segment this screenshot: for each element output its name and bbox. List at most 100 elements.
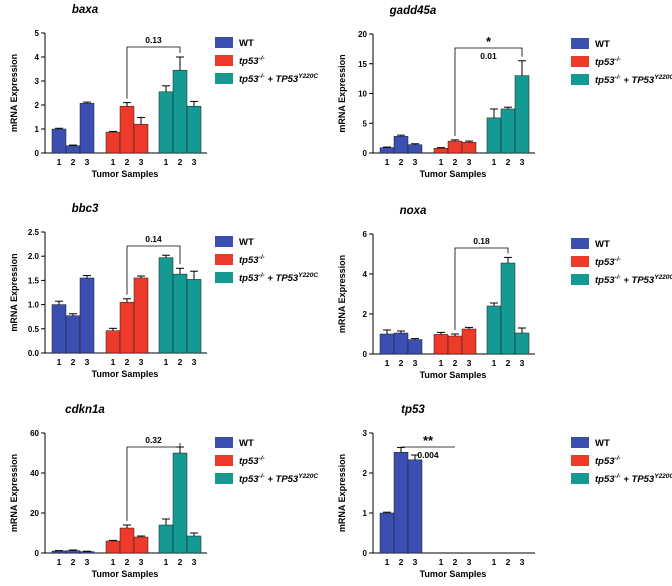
x-tick-label: 3 bbox=[413, 557, 418, 567]
bar-tp53-/--2 bbox=[119, 301, 135, 354]
y-tick-label: 6 bbox=[363, 230, 368, 239]
legend-swatch bbox=[215, 455, 233, 466]
p-value-label: 0.004 bbox=[417, 450, 439, 460]
bar-tp53-/--2 bbox=[119, 527, 135, 554]
y-tick-label: 2.0 bbox=[28, 252, 40, 261]
bar-tp53-/- + TP53Y220C-2 bbox=[500, 262, 516, 355]
bar-WT-2 bbox=[65, 145, 81, 154]
y-tick-label: 40 bbox=[30, 469, 39, 478]
legend-swatch bbox=[571, 238, 589, 249]
y-tick-label: 1.5 bbox=[28, 276, 40, 285]
bar-WT-1 bbox=[379, 333, 395, 355]
bar-tp53-/--2 bbox=[447, 335, 463, 355]
y-tick-label: 2.5 bbox=[28, 228, 40, 237]
legend-label: tp53-/- + TP53Y220C bbox=[595, 274, 672, 286]
x-tick-label: 2 bbox=[125, 357, 130, 367]
x-tick-label: 1 bbox=[111, 157, 116, 167]
x-tick-label: 2 bbox=[506, 358, 511, 368]
legend-swatch bbox=[215, 437, 233, 448]
y-tick-label: 1.0 bbox=[28, 301, 40, 310]
bar-tp53-/- + TP53Y220C-1 bbox=[486, 305, 502, 355]
y-tick-label: 3 bbox=[363, 429, 368, 438]
y-tick-label: 10 bbox=[358, 90, 367, 99]
y-tick-label: 4 bbox=[363, 270, 368, 279]
x-tick-label: 3 bbox=[85, 557, 90, 567]
legend-label: tp53-/- bbox=[239, 254, 265, 266]
y-tick-label: 0.0 bbox=[28, 349, 40, 358]
bar-WT-2 bbox=[393, 332, 409, 355]
x-tick-label: 2 bbox=[399, 557, 404, 567]
chart-title: cdkn1a bbox=[65, 404, 105, 416]
x-axis-label: Tumor Samples bbox=[92, 569, 159, 579]
bar-WT-3 bbox=[79, 277, 95, 354]
bar-tp53-/- + TP53Y220C-1 bbox=[158, 257, 174, 354]
x-tick-label: 3 bbox=[467, 358, 472, 368]
x-tick-label: 2 bbox=[125, 157, 130, 167]
bar-WT-3 bbox=[407, 144, 423, 154]
x-tick-label: 3 bbox=[192, 557, 197, 567]
legend: WT tp53-/- tp53-/- + TP53Y220C bbox=[215, 37, 318, 85]
chart-title: noxa bbox=[400, 205, 427, 217]
y-axis-label: mRNA Expression bbox=[9, 253, 19, 331]
bar-tp53-/- + TP53Y220C-1 bbox=[158, 524, 174, 554]
x-tick-label: 2 bbox=[71, 357, 76, 367]
x-tick-label: 3 bbox=[520, 557, 525, 567]
y-axis-label: mRNA Expression bbox=[9, 454, 19, 532]
legend: WT tp53-/- tp53-/- + TP53Y220C bbox=[571, 437, 672, 485]
legend-label: tp53-/- + TP53Y220C bbox=[239, 73, 318, 85]
bar-tp53-/- + TP53Y220C-3 bbox=[186, 535, 202, 554]
bar-tp53-/- + TP53Y220C-2 bbox=[500, 108, 516, 154]
x-tick-label: 1 bbox=[57, 557, 62, 567]
y-tick-label: 0.5 bbox=[28, 325, 40, 334]
bar-tp53-/--1 bbox=[105, 540, 121, 554]
y-tick-label: 60 bbox=[30, 429, 39, 438]
y-tick-label: 2 bbox=[363, 310, 368, 319]
legend-swatch bbox=[215, 236, 233, 247]
y-tick-label: 0 bbox=[35, 149, 40, 158]
x-tick-label: 3 bbox=[139, 157, 144, 167]
x-tick-label: 1 bbox=[492, 557, 497, 567]
chart-title: bbc3 bbox=[72, 203, 99, 215]
legend-label: tp53-/- + TP53Y220C bbox=[595, 473, 672, 485]
y-tick-label: 4 bbox=[35, 53, 40, 62]
p-value-label: 0.14 bbox=[145, 234, 162, 244]
legend: WT tp53-/- tp53-/- + TP53Y220C bbox=[215, 236, 318, 284]
y-tick-label: 0 bbox=[35, 549, 40, 558]
x-axis-label: Tumor Samples bbox=[420, 370, 487, 380]
bar-WT-1 bbox=[379, 147, 395, 154]
p-value-label: 0.18 bbox=[473, 236, 490, 246]
legend-label: WT bbox=[239, 237, 254, 248]
legend-swatch bbox=[215, 272, 233, 283]
y-tick-label: 5 bbox=[35, 29, 40, 38]
bar-WT-1 bbox=[51, 304, 67, 354]
bar-WT-3 bbox=[407, 339, 423, 355]
x-axis-label: Tumor Samples bbox=[420, 569, 487, 579]
chart-title: baxa bbox=[72, 4, 99, 16]
bar-tp53-/--1 bbox=[433, 147, 449, 154]
bar-tp53-/--1 bbox=[433, 334, 449, 355]
y-tick-label: 2 bbox=[363, 469, 368, 478]
significance-bracket bbox=[454, 247, 509, 330]
x-tick-label: 2 bbox=[506, 557, 511, 567]
x-tick-label: 3 bbox=[520, 157, 525, 167]
x-tick-label: 2 bbox=[178, 157, 183, 167]
legend-swatch bbox=[571, 56, 589, 67]
legend-label: tp53-/- + TP53Y220C bbox=[239, 473, 318, 485]
bar-tp53-/--2 bbox=[119, 105, 135, 154]
x-tick-label: 1 bbox=[57, 157, 62, 167]
x-tick-label: 2 bbox=[506, 157, 511, 167]
x-axis-label: Tumor Samples bbox=[92, 169, 159, 179]
y-axis-label: mRNA Expression bbox=[337, 54, 347, 132]
bar-tp53-/- + TP53Y220C-3 bbox=[514, 75, 530, 154]
x-axis-label: Tumor Samples bbox=[92, 369, 159, 379]
bar-WT-3 bbox=[407, 459, 423, 554]
x-tick-label: 3 bbox=[413, 157, 418, 167]
legend: WT tp53-/- tp53-/- + TP53Y220C bbox=[571, 238, 672, 286]
legend-swatch bbox=[215, 254, 233, 265]
x-tick-label: 2 bbox=[125, 557, 130, 567]
legend-label: tp53-/- + TP53Y220C bbox=[595, 74, 672, 86]
x-tick-label: 1 bbox=[57, 357, 62, 367]
legend-swatch bbox=[571, 455, 589, 466]
